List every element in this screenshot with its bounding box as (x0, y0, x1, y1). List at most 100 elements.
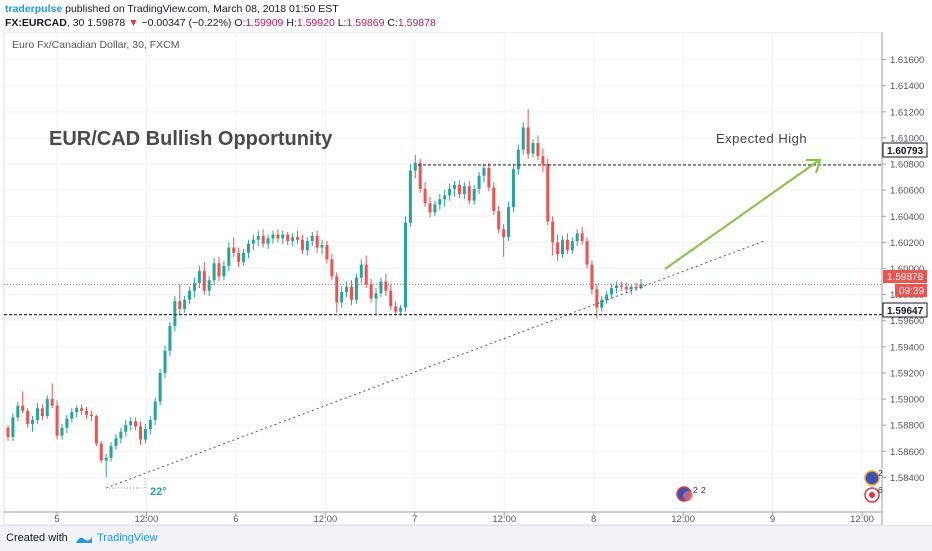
candle-body (246, 243, 250, 253)
candle-body (570, 241, 574, 251)
low-label: L: (337, 17, 347, 29)
price-tick-label: 1.59200 (890, 368, 924, 379)
events-flags[interactable]: 2 2 2 6 (676, 468, 883, 503)
current-price-text: 1.59878 (887, 272, 924, 283)
candle-body (188, 290, 192, 300)
candle-body (50, 399, 54, 406)
candle-body (433, 204, 437, 213)
candle-body (467, 186, 471, 201)
candle-body (291, 237, 295, 242)
candle-body (168, 325, 172, 351)
candle-body (55, 405, 59, 436)
candle-body (369, 284, 373, 299)
candle-body (575, 233, 579, 242)
candle-body (443, 195, 447, 200)
tradingview-logo-icon[interactable] (74, 533, 94, 545)
candle-body (492, 187, 496, 212)
price-tick-label: 1.61600 (890, 55, 924, 66)
candle-body (585, 241, 589, 265)
candle-body (502, 229, 506, 238)
event-count-2: 2 (701, 485, 706, 495)
price-tags: 1.60793 1.59878 09:39 1.59647 (882, 142, 928, 318)
candle-body (256, 235, 260, 240)
candle-body (330, 259, 334, 277)
time-tick-label: 8 (591, 514, 596, 525)
arrow-line[interactable] (664, 160, 819, 270)
candle-body (477, 175, 481, 189)
candle-body (610, 288, 614, 295)
candle-body (222, 265, 226, 277)
trendline[interactable] (105, 240, 765, 489)
publish-info: traderpulse published on TradingView.com… (5, 3, 339, 15)
candle-body (295, 237, 300, 240)
candle-body (129, 421, 133, 426)
candle-body (65, 418, 69, 428)
candle-body (35, 408, 39, 420)
candle-body (560, 239, 565, 255)
candle-body (148, 419, 152, 430)
price-change: −0.00347 (−0.22%) (141, 17, 232, 29)
close-label: C: (387, 17, 398, 29)
candles (6, 109, 643, 478)
candle-body (305, 241, 309, 251)
candle-body (374, 293, 378, 299)
time-axis[interactable]: 5 12:00 6 12:00 7 12:00 8 12:00 9 12:00 (54, 512, 874, 525)
price-tick-label: 1.60600 (890, 186, 924, 197)
horizontal-levels (4, 164, 882, 316)
event-count-1: 2 (693, 485, 698, 495)
candle-body (70, 412, 74, 419)
candle-body (531, 143, 535, 154)
author-name[interactable]: traderpulse (5, 3, 63, 15)
price-tick-label: 1.60000 (890, 264, 924, 275)
candle-body (359, 264, 363, 278)
time-tick-label: 9 (770, 514, 775, 525)
time-tick-label: 6 (233, 514, 238, 525)
candle-body (384, 281, 388, 291)
candle-body (408, 170, 412, 223)
candle-body (418, 162, 422, 189)
tradingview-brand[interactable]: TradingView (97, 532, 158, 544)
candle-body (614, 285, 618, 289)
high-label: H: (286, 17, 297, 29)
side-event-count-1: 2 (878, 468, 883, 478)
angle-marker (106, 476, 146, 489)
last-price: 1.59878 (87, 17, 126, 29)
candle-body (40, 408, 44, 417)
price-chart[interactable]: 1.61600 1.61400 1.61200 1.61000 1.60800 1.606… (0, 32, 932, 525)
candle-body (109, 446, 113, 458)
candle-body (286, 234, 290, 242)
candle-body (134, 421, 138, 427)
price-tick-label: 1.58800 (890, 421, 924, 432)
countdown-tag (895, 284, 927, 297)
candle-body (340, 292, 344, 303)
candle-body (399, 307, 403, 312)
candle-body (104, 457, 108, 461)
candle-body (251, 239, 255, 244)
resistance-tag-text: 1.60793 (887, 146, 924, 157)
interval-label: 30 (72, 17, 85, 29)
candle-body (276, 234, 280, 239)
change-down-icon: ▼ (128, 17, 139, 29)
open-label: O: (234, 17, 246, 29)
arrow-head-icon (806, 158, 822, 174)
candle-body (394, 306, 398, 312)
published-text: published on TradingView.com, March 08, … (65, 3, 339, 15)
candle-body (16, 405, 20, 418)
candle-body (26, 410, 30, 424)
time-tick-label: 12:00 (671, 514, 695, 525)
candle-body (580, 233, 584, 242)
candle-body (183, 299, 187, 309)
price-axis[interactable]: 1.61600 1.61400 1.61200 1.61000 1.60800 1.606… (882, 55, 924, 484)
candle-body (60, 427, 64, 436)
side-event-icon[interactable] (864, 470, 880, 486)
candle-body (462, 186, 466, 195)
candle-body (349, 286, 354, 300)
symbol-label: FX:EURCAD (5, 17, 67, 29)
candle-body (84, 410, 89, 415)
candle-body (153, 401, 157, 420)
candle-body (89, 414, 93, 417)
candle-body (124, 425, 128, 432)
candle-body (212, 263, 216, 281)
candle-body (536, 143, 540, 157)
candle-body (556, 242, 560, 255)
